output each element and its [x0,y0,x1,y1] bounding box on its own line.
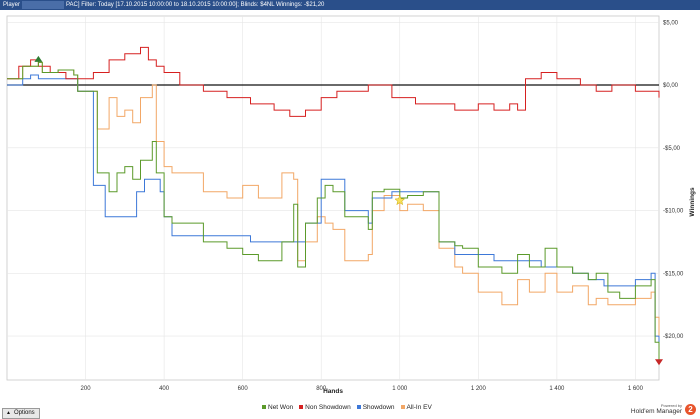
series-line-non-showdown [7,46,660,117]
y-axis-label: Winnings [689,187,696,217]
legend-swatch [400,405,405,410]
brand: Powered by Hold'em Manager 2 [630,403,698,417]
hem-logo-icon: 2 [685,404,696,415]
triangle-up-marker-icon [34,55,43,62]
series-line-all-in-ev [7,61,660,343]
legend-item: Showdown [356,404,395,411]
x-tick-label: 800 [316,386,327,392]
legend: Net Won Non Showdown Showdown All-In EV [262,404,438,411]
legend-item: Net Won [262,404,293,411]
y-tick-label: $0,00 [663,83,679,89]
y-tick-label: -$15,00 [663,271,684,277]
legend-item: All-In EV [400,404,432,411]
legend-item: Non Showdown [299,404,351,411]
title-bar: Player PAC] Filter: Today [17.10.2015 10… [0,0,700,10]
x-tick-label: 400 [159,386,170,392]
x-tick-label: 600 [238,386,249,392]
filter-info: PAC] Filter: Today [17.10.2015 10:00:00 … [66,2,325,8]
y-tick-label: $5,00 [663,20,679,26]
x-axis-label: Hands [323,388,343,395]
x-tick-label: 1 400 [549,386,565,392]
y-tick-label: -$10,00 [663,209,684,215]
x-tick-label: 1 600 [628,386,644,392]
legend-label: Showdown [362,404,395,411]
powered-by-text: Powered by [660,403,682,408]
legend-swatch [299,405,304,410]
player-name-field[interactable] [22,1,64,9]
legend-label: Non Showdown [305,404,351,411]
options-button[interactable]: ▲ Options [2,408,40,419]
series-lines [7,46,660,362]
player-label: Player [3,2,21,8]
markers [34,55,663,366]
legend-swatch [262,405,266,410]
triangle-down-marker-icon [655,359,663,366]
legend-label: All-In EV [406,404,432,411]
star-marker-icon [394,194,406,206]
legend-swatch [356,405,361,410]
brand-name: Hold'em Manager [630,408,682,415]
series-line-net-won [7,61,660,362]
x-tick-label: 1 200 [471,386,487,392]
legend-label: Net Won [268,404,294,411]
y-tick-label: -$5,00 [663,146,681,152]
triangle-up-icon: ▲ [6,410,11,416]
x-tick-label: 1 000 [392,386,408,392]
y-tick-label: -$20,00 [663,334,684,340]
options-label: Options [14,410,35,416]
tick-labels: $5,00 $0,00 -$5,00 -$10,00 -$15,00 -$20,00 200… [81,20,684,392]
x-tick-label: 200 [81,386,92,392]
plot-area [6,15,660,381]
winnings-chart: $5,00 $0,00 -$5,00 -$10,00 -$15,00 -$20,00 200… [6,15,696,395]
